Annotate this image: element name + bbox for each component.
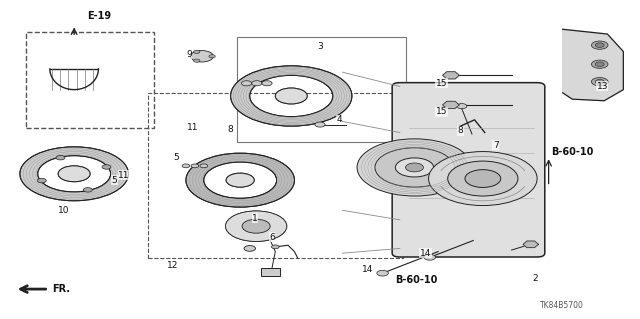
Circle shape	[193, 50, 200, 54]
Polygon shape	[443, 72, 460, 79]
Text: 10: 10	[58, 206, 69, 215]
Circle shape	[357, 139, 472, 196]
Circle shape	[429, 152, 537, 205]
Text: 8: 8	[458, 126, 463, 135]
Circle shape	[275, 88, 307, 104]
Text: 3: 3	[317, 42, 323, 51]
Text: 6: 6	[269, 233, 275, 242]
Circle shape	[271, 245, 279, 249]
Text: 13: 13	[596, 82, 608, 91]
Text: 14: 14	[420, 249, 431, 258]
Circle shape	[56, 155, 65, 160]
Circle shape	[595, 43, 604, 48]
Circle shape	[226, 173, 254, 187]
Circle shape	[209, 55, 215, 58]
Text: FR.: FR.	[52, 284, 70, 294]
Text: B-60-10: B-60-10	[551, 146, 593, 157]
Circle shape	[445, 72, 458, 78]
Text: 7: 7	[493, 141, 499, 150]
Polygon shape	[523, 241, 538, 248]
Circle shape	[315, 122, 325, 127]
Circle shape	[595, 62, 604, 66]
FancyBboxPatch shape	[392, 83, 545, 257]
Circle shape	[424, 255, 436, 260]
Text: 15: 15	[436, 108, 447, 116]
Polygon shape	[443, 101, 460, 108]
Text: 14: 14	[362, 264, 374, 274]
Circle shape	[525, 241, 536, 247]
Text: 2: 2	[532, 274, 538, 283]
Circle shape	[377, 270, 388, 276]
Circle shape	[375, 148, 454, 187]
Text: 4: 4	[337, 115, 342, 124]
Text: TK84B5700: TK84B5700	[540, 301, 584, 310]
Circle shape	[406, 163, 424, 172]
Text: B-60-10: B-60-10	[396, 275, 438, 285]
Circle shape	[448, 161, 518, 196]
Circle shape	[457, 104, 467, 109]
Circle shape	[58, 166, 90, 182]
Circle shape	[262, 81, 272, 86]
Circle shape	[595, 79, 604, 84]
Text: 12: 12	[168, 261, 179, 271]
Circle shape	[244, 246, 255, 251]
Circle shape	[591, 41, 608, 49]
Circle shape	[241, 81, 252, 86]
Circle shape	[200, 164, 207, 168]
Polygon shape	[563, 29, 623, 101]
Circle shape	[242, 219, 270, 233]
Circle shape	[182, 164, 189, 168]
Text: 5: 5	[111, 176, 117, 185]
Circle shape	[591, 60, 608, 68]
Text: 11: 11	[186, 123, 198, 132]
Text: E-19: E-19	[87, 11, 111, 21]
Circle shape	[591, 78, 608, 86]
Circle shape	[37, 178, 46, 183]
FancyBboxPatch shape	[261, 268, 280, 276]
Circle shape	[102, 165, 111, 169]
Circle shape	[190, 50, 213, 62]
Text: 5: 5	[173, 153, 179, 162]
Circle shape	[225, 211, 287, 241]
Circle shape	[193, 59, 200, 62]
Circle shape	[252, 81, 262, 86]
Circle shape	[445, 102, 458, 108]
Circle shape	[191, 164, 198, 168]
Text: 1: 1	[252, 214, 258, 223]
Circle shape	[83, 188, 92, 192]
Text: 15: 15	[436, 79, 447, 88]
Text: 9: 9	[186, 50, 192, 59]
Circle shape	[465, 170, 500, 188]
Circle shape	[396, 158, 434, 177]
Text: 8: 8	[228, 125, 234, 134]
Text: 11: 11	[118, 171, 130, 180]
